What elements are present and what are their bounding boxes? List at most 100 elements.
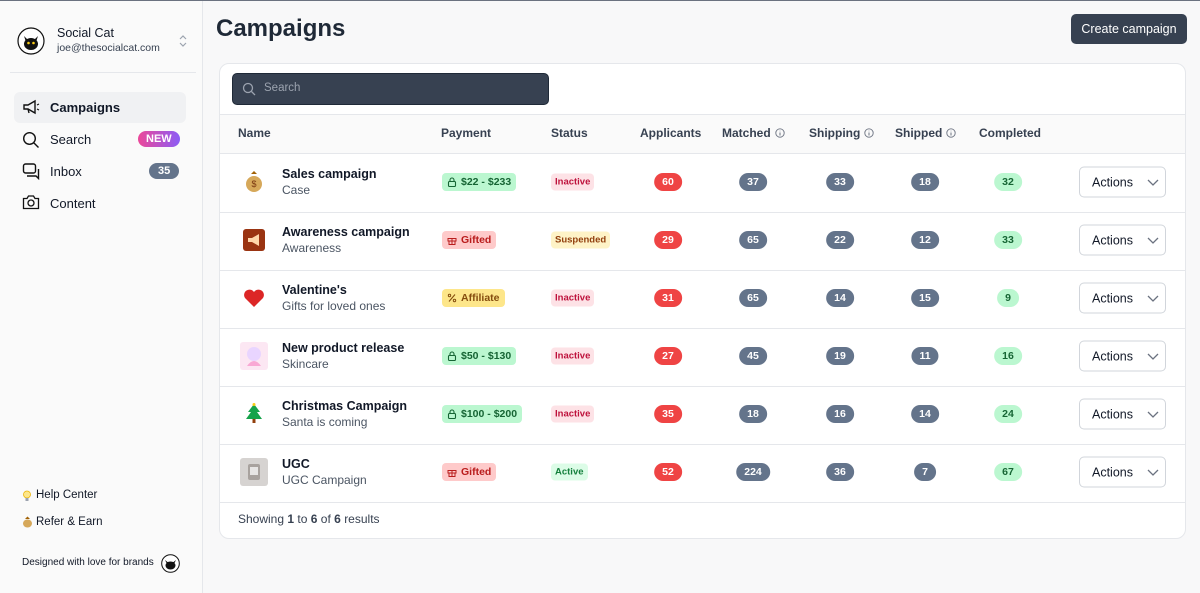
icon-part <box>25 516 30 519</box>
shipping-count: 33 <box>826 173 854 191</box>
payment-tag: Gifted <box>442 231 497 249</box>
matched-count: 18 <box>739 405 767 423</box>
column-header: Payment <box>441 126 492 140</box>
icon-part <box>1147 469 1159 476</box>
actions-button[interactable]: Actions <box>1079 282 1166 314</box>
icon-part <box>179 35 187 47</box>
column-header: Shipped <box>895 126 943 140</box>
actions-button[interactable]: Actions <box>1079 456 1166 488</box>
actions-label: Actions <box>1092 349 1133 363</box>
campaign-name[interactable]: Sales campaign <box>282 167 377 181</box>
payment-text: $50 - $130 <box>461 350 512 362</box>
nav-item[interactable]: Campaigns <box>50 100 121 115</box>
icon-part <box>447 180 457 187</box>
info-icon <box>775 128 785 138</box>
icon-part <box>449 409 455 414</box>
applicants-count: 29 <box>654 231 682 249</box>
info-icon <box>864 128 874 138</box>
page-title: Campaigns <box>216 15 346 42</box>
icon-part <box>22 131 37 146</box>
campaign-subtitle: Awareness <box>282 241 342 255</box>
actions-button[interactable]: Actions <box>1079 340 1166 372</box>
search-icon <box>242 82 256 96</box>
icon-part <box>1147 237 1159 244</box>
info-icon <box>946 128 956 138</box>
payment-text: Gifted <box>461 466 492 478</box>
shipped-count: 15 <box>911 289 939 307</box>
row-divider <box>220 270 1185 271</box>
payment-text: Affiliate <box>461 292 500 304</box>
nav-badge: 35 <box>149 163 180 179</box>
row-divider <box>220 386 1185 387</box>
nav-item[interactable]: Search <box>50 132 92 147</box>
icon-part <box>447 354 457 361</box>
column-header: Completed <box>979 126 1042 140</box>
campaign-subtitle: Skincare <box>282 357 329 371</box>
campaign-name[interactable]: Valentine's <box>282 283 347 297</box>
payment-tag: $100 - $200 <box>442 405 523 423</box>
nav-icon <box>23 99 40 115</box>
icon-part <box>448 294 456 302</box>
icon-part <box>25 498 29 501</box>
shipping-count: 16 <box>826 405 854 423</box>
help-link[interactable]: Help Center <box>36 489 98 501</box>
payment-tag: Affiliate <box>442 289 505 307</box>
actions-button[interactable]: Actions <box>1079 224 1166 256</box>
actions-button[interactable]: Actions <box>1079 398 1166 430</box>
icon-part <box>23 99 36 115</box>
campaign-name[interactable]: New product release <box>282 341 405 355</box>
column-header: Status <box>551 126 588 140</box>
icon-part <box>250 467 258 475</box>
chevron <box>1147 179 1159 186</box>
nav-item[interactable]: Content <box>50 196 96 211</box>
matched-count: 224 <box>736 463 770 481</box>
campaign-name[interactable]: Christmas Campaign <box>282 399 408 413</box>
campaign-name[interactable]: UGC <box>282 457 310 471</box>
icon-part <box>165 561 176 570</box>
payment-icon <box>447 293 457 303</box>
campaign-subtitle: Santa is coming <box>282 415 368 429</box>
campaign-subtitle: Gifts for loved ones <box>282 299 386 313</box>
pagination-text: Showing <box>238 512 285 526</box>
matched-count: 37 <box>739 173 767 191</box>
icon-part <box>252 403 256 406</box>
campaign-image <box>240 458 268 486</box>
campaign-subtitle: UGC Campaign <box>282 473 367 487</box>
chevron <box>1147 237 1159 244</box>
search-input[interactable] <box>232 73 549 105</box>
column-header: Shipping <box>809 126 861 140</box>
logo <box>161 554 180 573</box>
icon-part <box>36 103 40 111</box>
icon-part <box>247 361 261 366</box>
matched-count: 45 <box>739 347 767 365</box>
nav-item[interactable]: Inbox <box>50 164 82 179</box>
applicants-count: 60 <box>654 173 682 191</box>
campaign-image <box>244 289 264 307</box>
pagination-number: 6 <box>334 512 341 526</box>
actions-button[interactable]: Actions <box>1079 166 1166 198</box>
icon-part <box>32 41 35 45</box>
completed-count: 33 <box>994 231 1022 249</box>
column-header: Matched <box>722 126 771 140</box>
payment-text: $100 - $200 <box>461 408 518 420</box>
status-tag: Inactive <box>551 405 595 423</box>
actions-label: Actions <box>1092 291 1133 305</box>
matched-count: 65 <box>739 289 767 307</box>
refer-link[interactable]: Refer & Earn <box>36 516 103 528</box>
account-switch[interactable] <box>178 34 188 48</box>
icon-part <box>23 519 32 528</box>
payment-text: Gifted <box>461 234 492 246</box>
status-tag: Inactive <box>551 289 595 307</box>
icon-part <box>864 128 874 138</box>
payment-icon <box>447 238 457 245</box>
icon-part <box>27 41 30 45</box>
campaign-name[interactable]: Awareness campaign <box>282 225 410 239</box>
create-campaign-button[interactable]: Create campaign <box>1071 14 1187 44</box>
completed-count: 67 <box>994 463 1022 481</box>
status-tag: Inactive <box>551 173 595 191</box>
status-tag: Active <box>551 463 588 481</box>
row-divider <box>220 212 1185 213</box>
icon-part <box>22 163 37 174</box>
pagination-text: to <box>297 512 308 526</box>
